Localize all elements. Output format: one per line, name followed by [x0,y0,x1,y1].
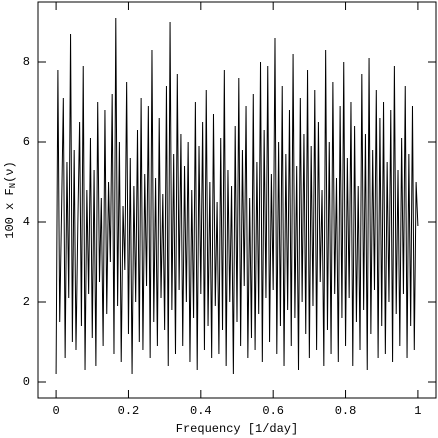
x-tick-label: 0.4 [190,404,212,418]
y-tick-label: 2 [23,295,30,309]
y-axis-label: 100 x FN(ν) [3,161,18,238]
y-tick-label: 0 [23,375,30,389]
x-tick-label: 0.6 [262,404,284,418]
y-tick-label: 4 [23,215,30,229]
y-tick-label: 8 [23,55,30,69]
x-axis-label: Frequency [1/day] [176,422,298,436]
x-tick-label: 0.8 [335,404,357,418]
x-tick-label: 1 [414,404,421,418]
line [55,17,419,375]
plot-frame [37,1,437,399]
x-tick-label: 0 [52,404,59,418]
y-tick-label: 6 [23,135,30,149]
x-tick-label: 0.2 [118,404,140,418]
